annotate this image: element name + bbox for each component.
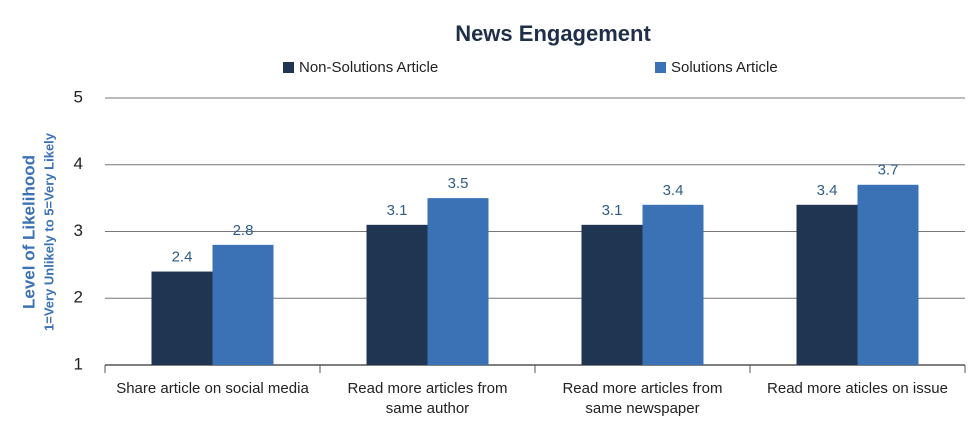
y-tick-label: 1 <box>74 354 83 373</box>
value-label: 3.4 <box>817 182 838 199</box>
value-label: 3.4 <box>663 182 684 199</box>
bar <box>151 271 213 365</box>
bar <box>366 224 428 365</box>
bar <box>796 204 858 365</box>
legend-swatch <box>655 62 666 73</box>
bar <box>212 244 274 365</box>
bar <box>857 184 919 365</box>
bar <box>642 204 704 365</box>
value-label: 3.7 <box>878 162 899 179</box>
y-axis-label: Level of Likelihood <box>19 155 38 309</box>
legend-label: Non-Solutions Article <box>299 59 438 76</box>
bar <box>427 198 489 365</box>
chart-title: News Engagement <box>455 21 651 46</box>
legend-swatch <box>283 62 294 73</box>
value-label: 2.8 <box>233 222 254 239</box>
value-label: 3.1 <box>387 202 408 219</box>
value-label: 3.1 <box>602 202 623 219</box>
y-axis-sublabel: 1=Very Unlikely to 5=Very Likely <box>41 132 56 331</box>
x-tick-label: Read more articles from same author <box>347 380 508 417</box>
y-tick-label: 2 <box>74 288 83 307</box>
y-tick-label: 5 <box>74 87 83 106</box>
x-tick-label: Read more aticles on issue <box>767 380 948 397</box>
x-tick-label: Read more articles from same newspaper <box>562 380 723 417</box>
y-tick-label: 3 <box>74 221 83 240</box>
y-tick-label: 4 <box>74 154 83 173</box>
value-label: 2.4 <box>172 249 193 266</box>
legend-label: Solutions Article <box>671 59 778 76</box>
bar <box>581 224 643 365</box>
x-tick-label: Share article on social media <box>116 380 309 397</box>
value-label: 3.5 <box>448 175 469 192</box>
